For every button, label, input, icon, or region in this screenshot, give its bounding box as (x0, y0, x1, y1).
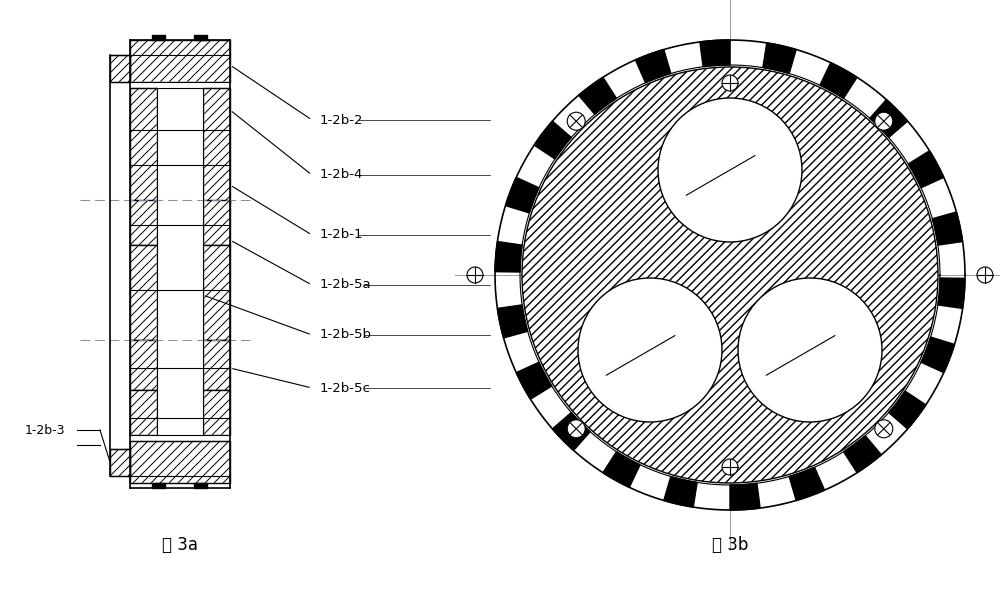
Bar (203, 390, 230, 435)
Polygon shape (157, 88, 203, 200)
Bar (203, 245, 230, 340)
Bar (203, 200, 230, 245)
Circle shape (567, 420, 585, 438)
Circle shape (467, 267, 483, 283)
Polygon shape (870, 99, 908, 137)
Circle shape (722, 459, 738, 475)
Bar (130, 88, 157, 203)
Polygon shape (921, 337, 955, 373)
Bar (130, 200, 157, 245)
Polygon shape (932, 212, 963, 245)
Text: 1-2b-3: 1-2b-3 (25, 423, 66, 437)
Polygon shape (603, 451, 640, 487)
Text: 1-2b-1: 1-2b-1 (320, 229, 364, 242)
Bar (203, 340, 230, 390)
Circle shape (578, 278, 722, 422)
Circle shape (738, 278, 882, 422)
Polygon shape (157, 200, 203, 245)
Polygon shape (700, 40, 730, 66)
Polygon shape (505, 178, 539, 213)
Polygon shape (730, 483, 760, 510)
Polygon shape (889, 391, 926, 429)
Polygon shape (938, 278, 965, 309)
Polygon shape (130, 435, 230, 441)
Circle shape (522, 67, 938, 483)
Polygon shape (152, 483, 165, 488)
Bar (130, 441, 230, 483)
Bar (130, 40, 230, 82)
Polygon shape (130, 82, 230, 88)
Polygon shape (579, 77, 616, 114)
Polygon shape (194, 483, 207, 488)
Polygon shape (552, 412, 590, 450)
Text: 1-2b-5a: 1-2b-5a (320, 279, 372, 292)
Bar (130, 340, 157, 390)
Circle shape (722, 75, 738, 91)
Polygon shape (152, 35, 165, 40)
Polygon shape (495, 242, 522, 272)
Polygon shape (908, 151, 944, 188)
Text: 1-2b-5b: 1-2b-5b (320, 329, 372, 342)
Bar (130, 245, 157, 340)
Text: 1-2b-2: 1-2b-2 (320, 113, 364, 126)
Polygon shape (194, 35, 207, 40)
Text: 1-2b-5c: 1-2b-5c (320, 381, 371, 395)
Bar (130, 390, 157, 435)
Circle shape (977, 267, 993, 283)
Circle shape (567, 112, 585, 130)
Polygon shape (516, 362, 552, 399)
Text: 图 3a: 图 3a (162, 536, 198, 554)
Polygon shape (157, 340, 203, 390)
Text: 1-2b-4: 1-2b-4 (320, 168, 363, 182)
Polygon shape (635, 49, 671, 83)
Polygon shape (534, 121, 571, 159)
Polygon shape (844, 436, 881, 473)
Bar (110, 449, 130, 476)
Text: 图 3b: 图 3b (712, 536, 748, 554)
Polygon shape (763, 43, 796, 74)
Circle shape (875, 112, 893, 130)
Circle shape (875, 420, 893, 438)
Bar (203, 88, 230, 203)
Polygon shape (789, 467, 825, 500)
Polygon shape (497, 305, 528, 338)
Polygon shape (157, 390, 203, 435)
Polygon shape (820, 63, 857, 98)
Bar (110, 55, 130, 82)
Circle shape (658, 98, 802, 242)
Polygon shape (664, 476, 697, 507)
Polygon shape (157, 245, 203, 340)
